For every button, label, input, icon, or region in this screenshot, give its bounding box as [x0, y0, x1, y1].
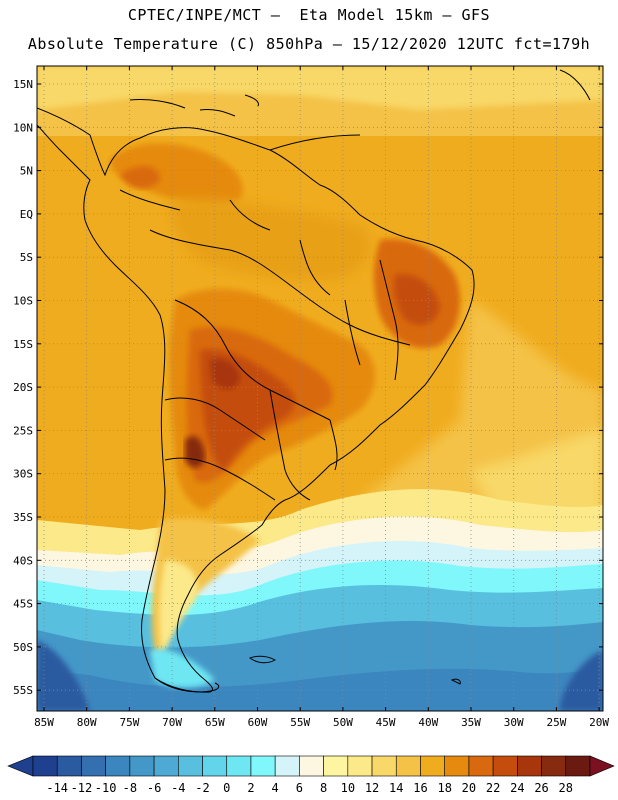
- colorbar-label: 24: [510, 781, 524, 795]
- colorbar-swatch: [492, 755, 518, 777]
- colorbar-label: 16: [413, 781, 427, 795]
- lon-label: 35W: [461, 716, 481, 729]
- lat-label: 30S: [13, 468, 33, 481]
- lon-label: 30W: [504, 716, 524, 729]
- lon-label: 65W: [205, 716, 225, 729]
- colorbar-label: -6: [147, 781, 161, 795]
- colorbar-label: -14: [46, 781, 68, 795]
- chart-subtitle: Absolute Temperature (C) 850hPa – 15/12/…: [27, 35, 591, 53]
- colorbar-swatch: [81, 755, 106, 777]
- lat-label: 55S: [13, 684, 33, 697]
- colorbar-label: 10: [341, 781, 355, 795]
- colorbar-label: 2: [247, 781, 254, 795]
- colorbar-label: 26: [534, 781, 548, 795]
- colorbar-label: 8: [320, 781, 327, 795]
- colorbar-swatch: [347, 755, 373, 777]
- lat-label: 15S: [13, 338, 33, 351]
- colorbar-swatch: [250, 755, 276, 777]
- lon-label: 55W: [290, 716, 310, 729]
- lat-label: 10N: [13, 121, 33, 134]
- lat-label: 5N: [20, 165, 33, 178]
- temperature-field: [37, 66, 603, 711]
- lon-label: 85W: [34, 716, 54, 729]
- colorbar-label: -2: [195, 781, 209, 795]
- lon-label: 25W: [546, 716, 566, 729]
- longitude-labels: 85W 80W 75W 70W 65W 60W 55W 50W 45W 40W 35W 30W 25W 2…: [34, 716, 609, 729]
- lon-label: 75W: [119, 716, 139, 729]
- colorbar-swatch: [56, 755, 82, 777]
- axis-ticks: [37, 66, 603, 711]
- latitude-labels: 15N 10N 5N EQ 5S 10S 15S 20S 25S 30S 35S 40S 45S 50S 5…: [13, 78, 33, 697]
- lon-label: 70W: [162, 716, 182, 729]
- colorbar-swatch: [565, 755, 591, 777]
- colorbar-swatch: [541, 755, 567, 777]
- colorbar-swatch: [444, 755, 470, 777]
- colorbar-label: 14: [389, 781, 403, 795]
- lat-label: 10S: [13, 295, 33, 308]
- colorbar-swatch: [153, 755, 179, 777]
- colorbar-swatch: [178, 755, 203, 777]
- lat-label: 45S: [13, 598, 33, 611]
- colorbar-swatch: [517, 755, 542, 777]
- colorbar-label: 18: [437, 781, 451, 795]
- lon-label: 40W: [418, 716, 438, 729]
- colorbar-label: 0: [223, 781, 230, 795]
- colorbar-swatch: [323, 755, 349, 777]
- lon-label: 80W: [77, 716, 97, 729]
- lon-label: 20W: [589, 716, 609, 729]
- colorbar-swatch: [420, 755, 445, 777]
- lat-label: 50S: [13, 641, 33, 654]
- lat-label: 35S: [13, 511, 33, 524]
- chart-title: CPTEC/INPE/MCT – Eta Model 15km – GFS: [127, 6, 491, 24]
- lat-label: 5S: [20, 251, 33, 264]
- colorbar-labels: -14 -12 -10 -8 -6 -4 -2 0 2 4 6 8 10 12 14 16 18 20 22 24 26…: [46, 781, 573, 795]
- coastline: [37, 69, 591, 693]
- colorbar-swatch: [274, 755, 300, 777]
- lat-label: 15N: [13, 78, 33, 91]
- colorbar-label: -12: [71, 781, 93, 795]
- colorbar-swatch: [468, 755, 494, 777]
- colorbar-swatch: [32, 755, 58, 777]
- colorbar-label: 28: [559, 781, 573, 795]
- lat-label: EQ: [20, 208, 33, 221]
- colorbar-label: 4: [272, 781, 279, 795]
- colorbar: [7, 755, 615, 777]
- colorbar-swatch: [129, 755, 155, 777]
- colorbar-swatch: [371, 755, 397, 777]
- colorbar-arrow-low: [7, 755, 34, 777]
- colorbar-swatch: [202, 755, 228, 777]
- colorbar-label: -8: [123, 781, 137, 795]
- colorbar-label: -4: [171, 781, 185, 795]
- lat-label: 25S: [13, 424, 33, 437]
- colorbar-label: 6: [296, 781, 303, 795]
- lon-label: 45W: [376, 716, 396, 729]
- lat-label: 20S: [13, 381, 33, 394]
- colorbar-arrow-high: [589, 755, 615, 777]
- colorbar-swatch: [105, 755, 131, 777]
- lat-label: 40S: [13, 554, 33, 567]
- colorbar-label: 22: [486, 781, 500, 795]
- colorbar-label: 12: [365, 781, 379, 795]
- colorbar-swatch: [395, 755, 421, 777]
- lon-label: 50W: [333, 716, 353, 729]
- lon-label: 60W: [248, 716, 268, 729]
- colorbar-swatch: [299, 755, 324, 777]
- colorbar-label: 20: [462, 781, 476, 795]
- map-frame: [36, 65, 604, 712]
- colorbar-label: -10: [95, 781, 117, 795]
- colorbar-swatch: [226, 755, 252, 777]
